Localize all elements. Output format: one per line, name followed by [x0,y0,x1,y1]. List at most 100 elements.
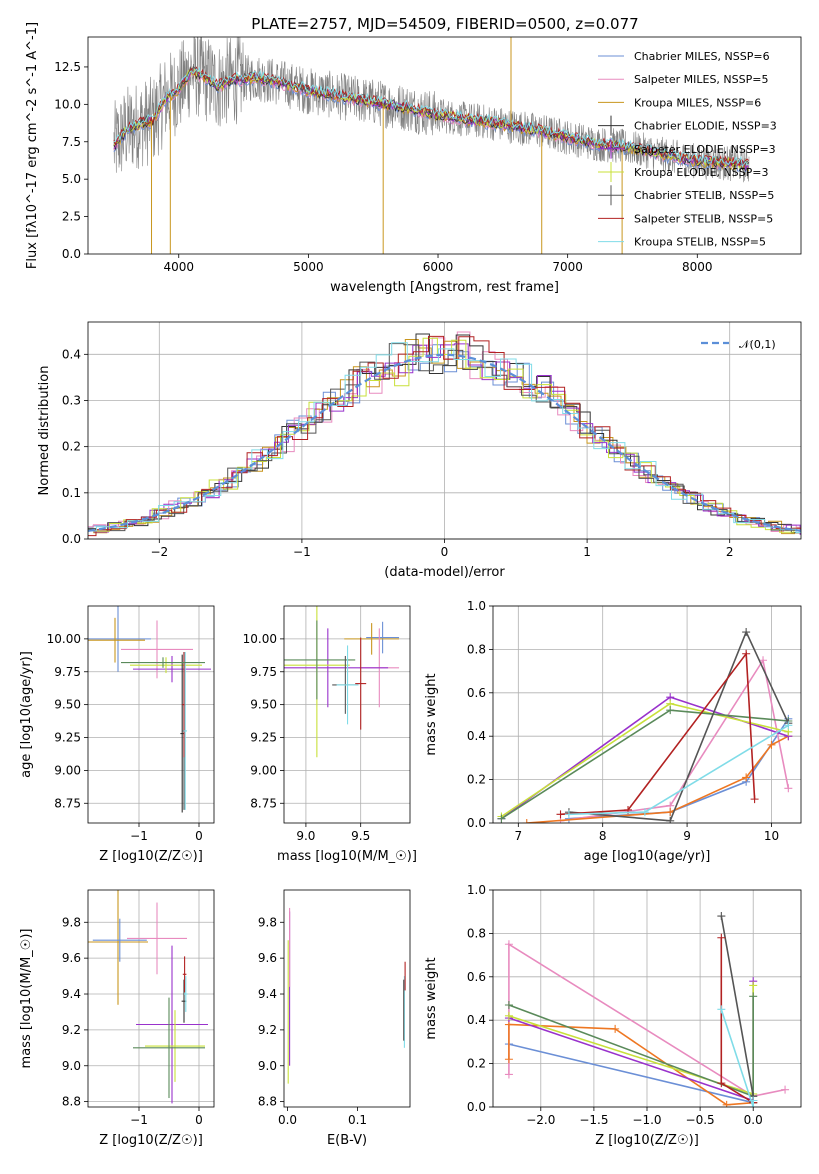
weight-marker [504,1011,513,1020]
x-tick-label: −2 [150,545,168,559]
y-tick-label: 8.8 [258,1095,277,1109]
y-tick-label: 0.0 [62,247,81,261]
y-tick-label: 2.5 [62,210,81,224]
x-tick-label: 0 [195,829,203,843]
weight-marker [666,816,675,823]
y-tick-label: 7.5 [62,135,81,149]
figure-title: PLATE=2757, MJD=54509, FIBERID=0500, z=0… [251,15,638,33]
axes-frame [87,605,215,824]
weight-marker [742,649,751,658]
weight-line [500,696,789,820]
x-tick-label: −0.5 [686,1113,715,1127]
x-tick-label: 10 [764,829,779,843]
x-tick-label: 9.0 [296,829,315,843]
x-tick-label: −2.0 [526,1113,555,1127]
y-tick-label: 10.00 [47,632,81,646]
weight-marker [611,1024,620,1033]
weight-line [568,718,789,820]
y-axis-label: age [log10(age/yr)] [19,651,34,778]
panel-mass_vs_age: 9.0 9.5 8.75 9.00 9.25 9.50 9.75 10.00 mass [log… [243,605,417,864]
weight-line [508,1023,754,1106]
y-tick-label: 9.2 [62,1023,81,1037]
y-tick-label: 9.6 [258,951,277,965]
axes-frame [492,605,802,824]
y-tick-label: 0.4 [467,1013,486,1027]
weight-marker [717,933,726,942]
y-tick-label: 9.0 [62,1059,81,1073]
x-tick-label: −1 [130,1113,148,1127]
y-tick-label: 0.0 [62,532,81,546]
panel-z_vs_age: −1 0 8.75 9.00 9.25 9.50 9.75 10.00 Z [log10(Z/Z… [19,605,215,864]
weight-line [568,629,790,822]
y-tick-label: 0.0 [467,816,486,830]
y-tick-label: 0.3 [62,393,81,407]
legend-label: Salpeter MILES, NSSP=5 [634,73,768,86]
y-tick-label: 9.2 [258,1023,277,1037]
y-tick-label: 9.4 [62,987,81,1001]
panel-z_vs_weight: −2.0 −1.5 −1.0 −0.5 0.0 0.0 0.2 0.4 0.6 0.8 1.0 Z [… [424,883,802,1148]
spectrum-model-line [113,66,749,167]
weight-line [720,915,754,1103]
axes-frame [87,321,802,540]
y-axis-label: Normed distribution [37,366,52,496]
weight-marker [717,912,726,921]
weight-marker [504,1001,513,1010]
y-tick-label: 8.8 [62,1095,81,1109]
weight-marker [504,940,513,949]
y-tick-label: 10.00 [243,632,277,646]
x-tick-label: 7 [514,829,522,843]
gaussian-curve [88,353,801,532]
panel-ebv_vs_mass: 0.0 0.1 8.8 9.0 9.2 9.4 9.6 9.8 E(B-V) [258,889,411,1148]
x-tick-label: −1.0 [632,1113,661,1127]
y-tick-label: 9.25 [54,731,81,745]
panel-residuals: −2 −1 0 1 2 0.0 0.1 0.2 0.3 0.4 (data-model)/error… [37,321,802,580]
weight-marker [504,1055,513,1064]
weight-marker [666,706,675,715]
weight-marker [722,1100,731,1107]
y-tick-label: 0.2 [467,1057,486,1071]
y-tick-label: 9.50 [250,698,277,712]
weight-marker [749,992,758,1001]
weight-marker [522,819,531,823]
axes-frame [283,605,411,824]
weight-marker [504,1070,513,1079]
y-tick-label: 0.2 [62,440,81,454]
y-tick-label: 8.75 [54,796,81,810]
weight-line [560,651,756,816]
y-tick-label: 10.0 [54,97,81,111]
y-tick-label: 5.0 [62,172,81,186]
y-tick-label: 9.25 [250,731,277,745]
legend-label: Chabrier STELIB, NSSP=5 [634,189,774,202]
y-tick-label: 9.00 [54,763,81,777]
y-tick-label: 0.8 [467,642,486,656]
legend-label: Chabrier MILES, NSSP=6 [634,50,770,63]
y-tick-label: 12.5 [54,60,81,74]
x-axis-label: Z [log10(Z/Z☉)] [99,1133,203,1148]
y-axis-label: mass weight [424,673,439,755]
y-tick-label: 9.6 [62,951,81,965]
x-axis-label: (data-model)/error [384,565,505,580]
weight-marker [640,808,649,817]
legend-label: 𝒩(0,1) [739,338,776,351]
y-tick-label: 0.6 [467,686,486,700]
y-axis-label: mass weight [424,957,439,1039]
x-tick-label: 0.1 [348,1113,367,1127]
legend-label: Salpeter STELIB, NSSP=5 [634,212,773,225]
weight-line [508,942,786,1098]
x-axis-label: age [log10(age/yr)] [584,849,711,864]
y-tick-label: 9.75 [250,665,277,679]
weight-marker [767,740,776,749]
weight-line [508,1043,754,1104]
legend-label: Chabrier ELODIE, NSSP=3 [634,120,777,133]
weight-line [500,702,789,818]
spectrum-legend: Chabrier MILES, NSSP=6 Salpeter MILES, NS… [598,50,777,249]
x-tick-label: 8 [599,829,607,843]
y-tick-label: 0.4 [62,347,81,361]
y-tick-label: 9.00 [250,763,277,777]
weight-line [508,996,754,1098]
y-tick-label: 0.0 [467,1100,486,1114]
x-axis-label: E(B-V) [327,1133,367,1148]
x-axis-label: Z [log10(Z/Z☉)] [99,849,203,864]
residual-histogram [88,335,801,537]
